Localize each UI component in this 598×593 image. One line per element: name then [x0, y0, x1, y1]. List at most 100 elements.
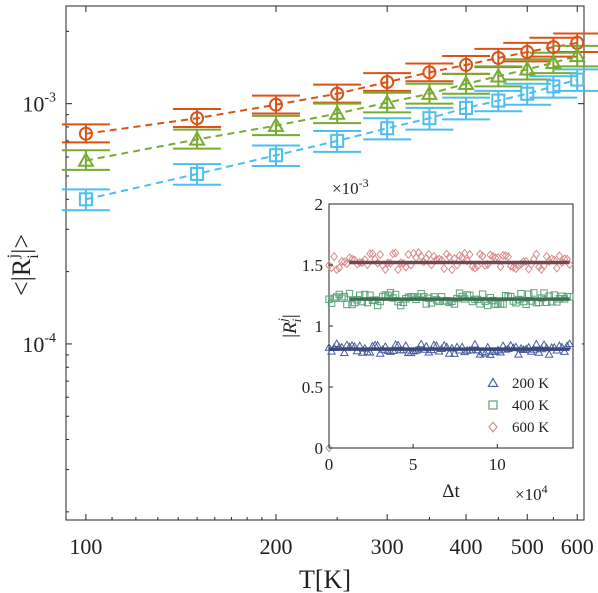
inset-x-tick-label: 10 [489, 455, 506, 474]
inset-point-square [345, 289, 354, 298]
inset-y-tick-label: 2 [315, 195, 324, 214]
main-point-circle [459, 57, 474, 72]
inset-point-diamond [522, 256, 530, 267]
main-markers [77, 35, 586, 207]
main-point-triangle [378, 93, 396, 109]
main-point-circle [546, 40, 561, 55]
main-point-triangle [457, 74, 475, 90]
main-point-circle [190, 111, 205, 126]
main-x-axis-label: T[K] [299, 565, 351, 593]
inset-point-diamond [471, 263, 479, 273]
inset-point-diamond [465, 249, 474, 260]
main-error-bars [61, 32, 598, 212]
inset-point-triangle [416, 339, 426, 348]
inset-point-diamond [501, 251, 510, 261]
inset-point-square [373, 301, 382, 310]
inset-point-triangle [490, 346, 500, 355]
inset-legend: 200 K 400 K 600 K [487, 376, 549, 436]
inset-point-square [332, 293, 341, 301]
inset-point-triangle [424, 347, 434, 356]
inset-point-square [484, 301, 492, 310]
inset-point-diamond [552, 263, 561, 273]
inset-point-diamond [499, 250, 507, 261]
inset-y-tick-label: 0.5 [302, 378, 323, 397]
inset-point-square [330, 294, 338, 302]
main-point-square [570, 72, 585, 87]
inset-point-triangle [544, 349, 554, 358]
inset-point-triangle [375, 348, 385, 357]
main-x-tick-label: 600 [561, 534, 594, 559]
main-y-ticks: 10-3 10-4 [22, 30, 584, 513]
main-point-circle [520, 45, 535, 60]
inset-point-diamond [391, 248, 400, 258]
main-x-ticks: 100 200 300 400 500 600 [69, 6, 594, 559]
inset-point-triangle [385, 346, 395, 355]
inset-point-diamond [512, 264, 520, 274]
main-point-triangle [267, 116, 285, 132]
inset-point-diamond [540, 261, 548, 271]
legend-marker-square [488, 400, 498, 410]
main-point-circle [491, 50, 506, 65]
inset-point-origin [325, 443, 333, 453]
legend-marker-triangle [487, 377, 499, 388]
inset-point-diamond [532, 249, 541, 259]
legend-label: 200 K [512, 376, 549, 392]
inset-point-triangle [475, 349, 485, 358]
inset-point-diamond [496, 262, 505, 272]
inset-point-triangle [444, 348, 454, 357]
main-point-triangle [568, 47, 586, 63]
inset-point-square [565, 293, 574, 301]
inset-point-square [517, 289, 525, 298]
inset-point-diamond [394, 264, 402, 275]
inset-y-ticks: 0 0.5 1 1.5 2 [302, 195, 333, 458]
main-x-tick-label: 300 [371, 534, 404, 559]
inset-point-diamond [478, 251, 487, 261]
inset-point-square [478, 290, 487, 298]
inset-point-diamond [448, 265, 456, 275]
main-x-tick-label: 200 [259, 534, 292, 559]
main-point-square [190, 166, 205, 181]
legend-label: 600 K [512, 420, 549, 436]
inset-point-triangle [565, 339, 575, 348]
inset-point-triangle [332, 339, 342, 348]
legend-label: 400 K [512, 398, 549, 414]
inset-point-diamond [460, 248, 469, 259]
inset-point-diamond [381, 264, 390, 274]
inset-x-ticks: 0 5 10 [325, 444, 506, 474]
inset-point-diamond [419, 257, 428, 267]
inset-point-square [348, 300, 356, 309]
inset-point-diamond [424, 249, 433, 260]
inset-point-diamond [506, 261, 515, 271]
inset-y-tick-label: 1.5 [302, 256, 323, 275]
inset-x-tick-label: 0 [325, 455, 334, 474]
main-point-square [268, 148, 283, 163]
inset-point-triangle [513, 349, 523, 358]
main-point-square [380, 121, 395, 136]
inset-point-diamond [335, 263, 344, 273]
inset-point-diamond [389, 249, 397, 259]
inset-y-tick-label: 0 [315, 439, 324, 458]
inset-point-triangle [526, 346, 536, 355]
inset-point-square [335, 290, 343, 299]
inset-point-square [343, 300, 351, 309]
inset-point-diamond [376, 249, 385, 260]
main-x-tick-label: 500 [511, 534, 544, 559]
inset-point-triangle [531, 339, 541, 348]
main-point-triangle [518, 60, 536, 76]
main-point-circle [330, 86, 345, 101]
main-y-axis-label: <|Rij|> [5, 234, 42, 296]
main-point-triangle [77, 151, 95, 167]
inset-fit-lines [329, 260, 570, 351]
inset-point-square [327, 299, 336, 307]
inset-plot-frame [328, 203, 574, 449]
inset-x-tick-label: 5 [409, 455, 418, 474]
inset-point-diamond [463, 256, 472, 266]
inset-point-diamond [330, 251, 338, 262]
inset-point-triangle [357, 347, 367, 356]
inset-point-diamond [440, 264, 449, 274]
inset-point-square [386, 289, 395, 297]
main-point-circle [78, 126, 93, 141]
main-point-square [459, 100, 474, 115]
inset-point-triangle [480, 348, 490, 357]
